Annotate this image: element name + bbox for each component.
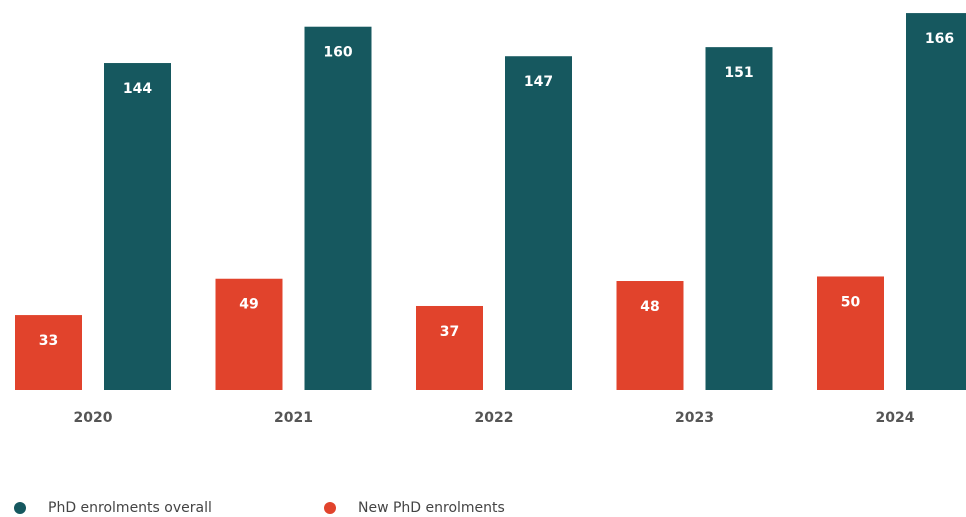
x-tick-label: 2020	[74, 410, 113, 426]
legend-label: New PhD enrolments	[358, 500, 505, 516]
value-label: 160	[323, 45, 352, 61]
value-label: 151	[724, 65, 753, 81]
legend-label: PhD enrolments overall	[48, 500, 212, 516]
value-label: 48	[640, 299, 659, 315]
bar	[15, 315, 82, 390]
bar	[906, 13, 966, 390]
legend-swatch	[14, 502, 26, 514]
bar	[705, 47, 773, 391]
bar	[505, 56, 572, 390]
value-label: 147	[524, 74, 553, 90]
bar	[616, 281, 684, 390]
legend-swatch	[324, 502, 336, 514]
value-label: 37	[440, 324, 459, 340]
value-label: 50	[841, 294, 861, 310]
value-label: 33	[39, 333, 58, 349]
value-label: 144	[123, 81, 152, 97]
bar	[416, 305, 483, 390]
x-tick-label: 2024	[876, 410, 915, 426]
x-tick-label: 2021	[274, 410, 313, 426]
bar	[817, 276, 884, 390]
value-label: 166	[925, 31, 954, 47]
x-tick-label: 2023	[675, 410, 714, 426]
x-tick-label: 2022	[475, 410, 514, 426]
bar	[304, 26, 372, 391]
bar	[104, 63, 171, 391]
bar	[215, 278, 283, 390]
value-label: 49	[239, 297, 258, 313]
